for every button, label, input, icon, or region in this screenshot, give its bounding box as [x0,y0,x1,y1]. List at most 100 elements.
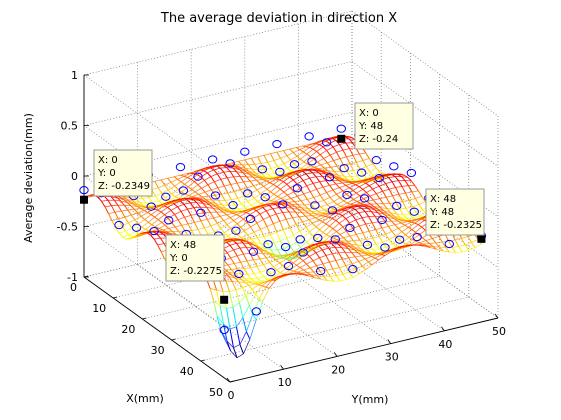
mesh-segment [292,179,298,185]
mesh-segment [232,302,240,308]
mesh-segment [230,228,235,233]
mesh-segment [382,191,387,198]
mesh-segment [167,203,175,208]
mesh-segment [240,187,248,191]
datatip-marker[interactable] [80,195,88,204]
mesh-segment [226,308,231,330]
mesh-segment [216,315,222,330]
mesh-segment [322,232,327,236]
mesh-segment [270,151,278,155]
mesh-segment [297,269,304,273]
mesh-segment [468,247,476,251]
mesh-segment [342,190,347,195]
mesh-segment [331,253,337,261]
mesh-segment [262,219,268,227]
measured-point [228,201,238,210]
mesh-segment [311,214,319,216]
mesh-segment [302,231,310,238]
mesh-segment [362,185,370,190]
mesh-segment [280,272,285,275]
mesh-segment [300,163,308,169]
mesh-segment [283,248,288,255]
mesh-segment [321,211,328,214]
mesh-segment [317,167,325,170]
mesh-segment [268,280,276,289]
mesh-segment [332,189,337,195]
datatip[interactable]: X: 48Y: 0Z: -0.2275 [165,234,229,304]
mesh-segment [362,160,367,167]
mesh-segment [350,176,355,181]
mesh-segment [316,186,324,190]
datatip[interactable]: X: 0Y: 48Z: -0.24 [337,102,414,150]
mesh-segment [346,199,354,204]
mesh-segment [155,193,162,197]
mesh-segment [286,172,293,177]
mesh-segment [348,148,354,156]
datatip-marker[interactable] [337,134,346,143]
x-grid-line [142,254,411,320]
mesh-segment [263,196,268,200]
mesh-segment [322,186,328,193]
mesh-segment [356,232,363,235]
mesh-segment [295,173,301,177]
mesh-segment [380,207,387,209]
mesh-segment [356,160,363,163]
mesh-segment [303,156,311,163]
mesh-segment [286,234,294,239]
mesh-segment [371,211,379,214]
mesh-segment [115,227,120,234]
mesh-segment [228,291,234,308]
mesh-segment [329,197,334,202]
mesh-segment [242,172,247,177]
measured-point [161,192,171,201]
mesh-segment [342,226,347,232]
mesh-segment [158,197,166,202]
mesh-segment [335,215,343,221]
mesh-segment [283,191,288,196]
mesh-segment [303,177,310,181]
mesh-segment [197,180,205,186]
mesh-segment [402,201,407,209]
mesh-segment [328,176,336,179]
mesh-segment [229,289,236,292]
datatip-marker[interactable] [477,234,486,243]
mesh-segment [201,187,206,193]
mesh-segment [184,193,189,197]
mesh-segment [376,242,383,245]
mesh-segment [394,176,399,181]
mesh-segment [264,168,272,170]
mesh-segment [347,248,353,253]
z-tick-label: 0 [71,170,78,183]
mesh-segment [278,255,286,259]
mesh-segment [352,261,359,265]
datatip[interactable]: X: 48Y: 48Z: -0.2325 [425,188,486,243]
mesh-segment [252,176,257,181]
mesh-segment [345,182,353,186]
y-tick-label: 20 [331,363,345,376]
mesh-segment [374,254,382,259]
mesh-segment [309,231,314,237]
mesh-segment [364,258,369,263]
mesh-segment [161,222,166,226]
mesh-segment [269,259,277,263]
mesh-segment [303,193,308,200]
mesh-segment [316,265,321,272]
mesh-segment [276,181,284,187]
mesh-segment [246,259,254,262]
datatip-marker[interactable] [220,295,229,304]
mesh-segment [288,211,294,218]
mesh-segment [312,172,317,178]
mesh-segment [311,245,318,249]
mesh-segment [165,193,172,199]
mesh-segment [248,241,255,244]
mesh-segment [236,317,244,327]
mesh-segment [352,181,359,184]
mesh-segment [256,186,264,191]
mesh-segment [414,218,422,224]
mesh-segment [177,206,182,212]
datatip[interactable]: X: 0Y: 0Z: -0.2349 [80,149,153,204]
mesh-segment [343,175,349,181]
mesh-segment [381,226,389,229]
